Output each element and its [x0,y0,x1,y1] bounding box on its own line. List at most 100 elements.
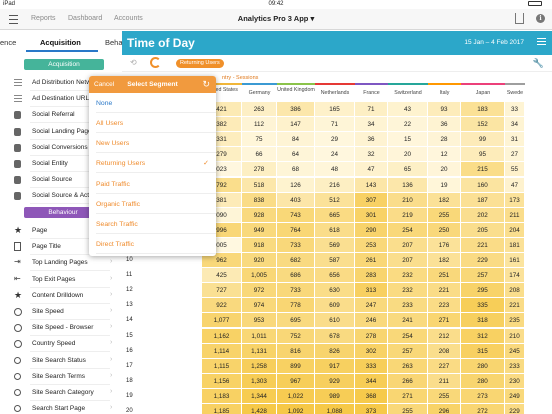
table-cell[interactable]: 19 [428,177,461,193]
column-header[interactable]: France [363,90,380,96]
table-cell[interactable]: 1,428 [242,404,277,414]
table-cell[interactable]: 838 [242,192,277,208]
segment-option[interactable]: Paid Traffic [89,174,216,194]
table-cell[interactable]: 1,011 [242,328,277,344]
table-cell[interactable]: 202 [461,207,505,223]
table-cell[interactable]: 368 [355,388,388,404]
table-cell[interactable]: 1,185 [202,404,242,414]
sidebar-item[interactable]: Country Speed › [0,336,200,353]
table-cell[interactable]: 610 [315,313,355,329]
segment-none[interactable]: None [89,93,216,113]
segment-option[interactable]: New Users [89,133,216,154]
table-cell[interactable]: 84 [277,132,315,148]
sidebar-item[interactable]: ★ Content Drilldown › [0,288,200,304]
table-cell[interactable]: 136 [388,177,428,193]
column-header[interactable]: Japan [475,90,491,96]
column-header[interactable]: United Kingdom [277,87,315,93]
table-cell[interactable]: 211 [505,207,525,223]
table-cell[interactable]: 949 [242,222,277,238]
table-cell[interactable]: 518 [242,177,277,193]
table-cell[interactable]: 302 [355,343,388,359]
sidebar-item[interactable]: Ad Destination URL [0,91,200,108]
table-cell[interactable]: 929 [315,373,355,389]
table-cell[interactable]: 335 [461,298,505,314]
table-cell[interactable]: 280 [461,373,505,389]
table-cell[interactable]: 227 [428,358,461,374]
table-cell[interactable]: 403 [277,192,315,208]
table-cell[interactable]: 95 [461,147,505,163]
table-cell[interactable]: 1,162 [202,328,242,344]
cancel-button[interactable]: Cancel [94,81,115,88]
table-cell[interactable]: 24 [315,147,355,163]
column-header[interactable]: Switzerland [394,90,422,96]
refresh-icon[interactable]: ↻ [202,79,210,89]
table-cell[interactable]: 255 [388,404,428,414]
table-cell[interactable]: 778 [277,298,315,314]
table-cell[interactable]: 68 [277,162,315,178]
table-cell[interactable]: 1,303 [242,373,277,389]
table-cell[interactable]: 278 [242,162,277,178]
table-cell[interactable]: 318 [461,313,505,329]
table-cell[interactable]: 215 [461,162,505,178]
column-header[interactable]: United States [206,87,238,93]
sidebar-item[interactable]: Site Speed › [0,304,200,320]
sidebar-item[interactable]: Social Source [0,172,200,189]
table-cell[interactable]: 48 [315,162,355,178]
table-cell[interactable]: 373 [355,404,388,414]
table-cell[interactable]: 216 [315,177,355,193]
table-cell[interactable]: 283 [355,268,388,284]
table-cell[interactable]: 1,131 [242,343,277,359]
table-cell[interactable]: 235 [505,313,525,329]
table-cell[interactable]: 263 [388,358,428,374]
table-cell[interactable]: 962 [202,253,242,268]
table-cell[interactable]: 210 [388,192,428,208]
table-cell[interactable]: 733 [277,283,315,299]
table-cell[interactable]: 174 [505,268,525,284]
table-cell[interactable]: 261 [355,253,388,268]
table-cell[interactable]: 241 [388,313,428,329]
table-cell[interactable]: 989 [315,388,355,404]
table-cell[interactable]: 686 [277,268,315,284]
table-cell[interactable]: 273 [461,388,505,404]
table-cell[interactable]: 266 [388,373,428,389]
table-cell[interactable]: 204 [505,222,525,238]
tab-acquisition[interactable]: Acquisition [40,38,81,47]
table-cell[interactable]: 1,005 [242,268,277,284]
share-icon[interactable] [515,13,524,24]
table-cell[interactable]: 20 [388,147,428,163]
table-cell[interactable]: 1,183 [202,388,242,404]
table-cell[interactable]: 219 [388,207,428,223]
table-cell[interactable]: 826 [315,343,355,359]
table-cell[interactable]: 271 [428,313,461,329]
segment-badge[interactable]: Returning Users [176,59,224,68]
table-cell[interactable]: 99 [461,132,505,148]
table-cell[interactable]: 33 [505,102,525,117]
table-cell[interactable]: 656 [315,268,355,284]
table-cell[interactable]: 512 [315,192,355,208]
table-cell[interactable]: 253 [355,237,388,253]
table-cell[interactable]: 207 [388,237,428,253]
table-cell[interactable]: 587 [315,253,355,268]
table-cell[interactable]: 71 [355,102,388,117]
compare-icon[interactable]: ⟲ [130,58,137,67]
table-cell[interactable]: 280 [461,358,505,374]
table-cell[interactable]: 967 [277,373,315,389]
table-cell[interactable]: 47 [505,177,525,193]
table-cell[interactable]: 152 [461,117,505,133]
sidebar-item[interactable]: Social Landing Page [0,124,200,140]
sidebar-item[interactable]: Site Search Terms › [0,369,200,385]
table-cell[interactable]: 173 [505,192,525,208]
table-cell[interactable]: 344 [355,373,388,389]
behaviour-group-pill[interactable]: Behaviour [24,207,102,218]
table-cell[interactable]: 678 [315,328,355,344]
table-cell[interactable]: 221 [461,237,505,253]
table-cell[interactable]: 307 [355,192,388,208]
column-header[interactable]: Italy [439,90,450,96]
segment-option[interactable]: Returning Users ✓ [89,153,216,174]
table-cell[interactable]: 205 [461,222,505,238]
table-cell[interactable]: 296 [428,404,461,414]
table-cell[interactable]: 210 [505,328,525,344]
table-cell[interactable]: 733 [277,237,315,253]
table-cell[interactable]: 36 [355,132,388,148]
table-cell[interactable]: 212 [428,328,461,344]
